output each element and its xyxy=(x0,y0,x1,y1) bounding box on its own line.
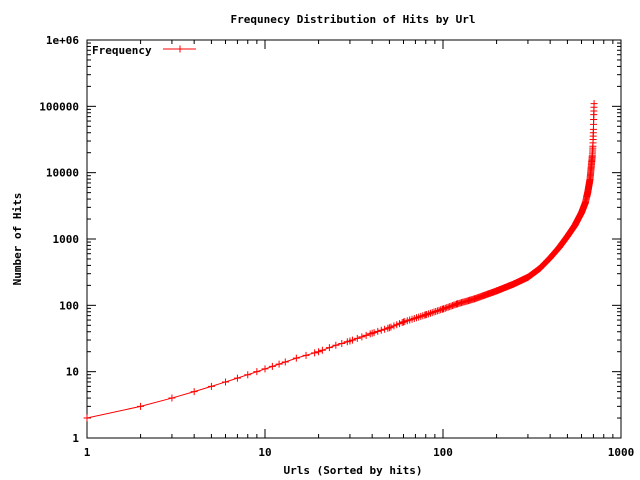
data-point xyxy=(268,362,276,370)
data-point xyxy=(332,341,340,349)
data-point xyxy=(536,264,544,272)
data-point xyxy=(137,402,145,410)
y-tick-label: 10000 xyxy=(46,167,79,180)
data-point xyxy=(439,305,447,313)
y-axis-label: Number of Hits xyxy=(11,193,24,286)
data-point xyxy=(422,311,430,319)
data-point xyxy=(207,382,215,390)
data-point xyxy=(433,307,441,315)
series-layer xyxy=(83,100,598,422)
data-point xyxy=(261,365,269,373)
x-tick-label: 100 xyxy=(433,446,453,459)
data-point xyxy=(381,325,389,333)
y-ticks: 1 10 100 1000 10000 100000 1e+06 xyxy=(39,34,621,445)
data-point xyxy=(190,388,198,396)
data-point xyxy=(302,351,310,359)
data-point xyxy=(377,326,385,334)
data-point xyxy=(470,295,478,303)
data-point xyxy=(281,358,289,366)
x-axis-label: Urls (Sorted by hits) xyxy=(283,464,422,477)
data-point xyxy=(318,346,326,354)
plot-frame xyxy=(86,39,622,439)
data-point xyxy=(244,371,252,379)
data-point xyxy=(510,280,518,288)
data-point xyxy=(374,327,382,335)
x-ticks: 1 10 100 1000 xyxy=(84,40,635,459)
data-point xyxy=(444,303,452,311)
data-point xyxy=(493,287,501,295)
data-point xyxy=(443,304,451,312)
data-point xyxy=(311,349,319,357)
data-point xyxy=(400,318,408,326)
data-point xyxy=(390,322,398,330)
data-point xyxy=(524,273,532,281)
data-point xyxy=(222,378,230,386)
data-point xyxy=(555,243,563,251)
data-point xyxy=(253,368,261,376)
legend: Frequency xyxy=(92,44,196,57)
data-point xyxy=(325,344,333,352)
data-point xyxy=(362,331,370,339)
x-tick-label: 10 xyxy=(258,446,271,459)
x-tick-label: 1000 xyxy=(608,446,635,459)
data-point xyxy=(358,333,366,341)
data-point xyxy=(385,324,393,332)
data-point xyxy=(370,329,378,337)
data-point xyxy=(571,221,579,229)
data-point xyxy=(428,309,436,317)
data-point xyxy=(387,323,395,331)
data-point xyxy=(430,308,438,316)
data-point xyxy=(315,348,323,356)
data-point xyxy=(83,414,91,422)
data-point xyxy=(581,199,589,207)
data-point xyxy=(546,254,554,262)
data-point xyxy=(275,360,283,368)
data-point xyxy=(435,306,443,314)
data-point xyxy=(338,339,346,347)
data-point xyxy=(563,232,571,240)
y-tick-label: 100 xyxy=(59,299,79,312)
data-point xyxy=(453,300,461,308)
data-point xyxy=(432,307,440,315)
data-point xyxy=(368,329,376,337)
y-tick-label: 1e+06 xyxy=(46,34,79,47)
data-point xyxy=(168,394,176,402)
legend-marker xyxy=(176,45,184,53)
legend-label: Frequency xyxy=(92,44,152,57)
series-line xyxy=(86,103,595,419)
data-point xyxy=(292,354,300,362)
y-tick-label: 1 xyxy=(72,432,79,445)
data-point xyxy=(578,209,586,217)
data-point xyxy=(590,100,598,108)
y-tick-label: 10 xyxy=(66,366,79,379)
y-tick-label: 1000 xyxy=(53,233,80,246)
data-point xyxy=(346,337,354,345)
data-point xyxy=(353,334,361,342)
data-point xyxy=(233,374,241,382)
x-tick-label: 1 xyxy=(84,446,91,459)
data-point xyxy=(426,309,434,317)
y-tick-label: 100000 xyxy=(39,100,79,113)
chart-title: Frequnecy Distribution of Hits by Url xyxy=(230,13,475,26)
